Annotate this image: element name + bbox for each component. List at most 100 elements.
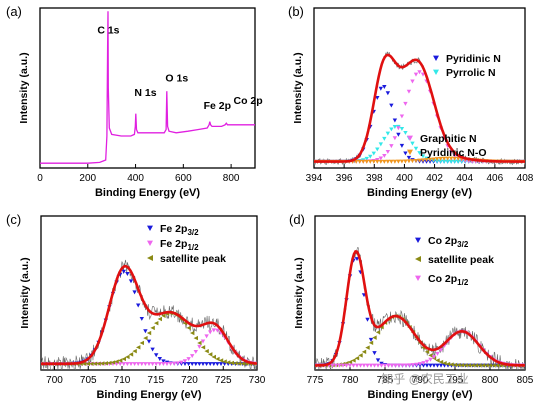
peak-marker	[484, 363, 489, 368]
peak-marker	[448, 156, 454, 161]
peak-marker	[375, 330, 381, 335]
peak-marker	[372, 351, 377, 356]
peak-marker	[375, 363, 381, 368]
peak-marker	[204, 348, 209, 354]
x-tick-label: 775	[307, 375, 324, 386]
peak-marker	[392, 125, 398, 129]
peak-marker	[361, 363, 367, 368]
peak-marker	[389, 144, 394, 149]
x-tick-label: 396	[336, 173, 353, 184]
peak-marker	[211, 354, 216, 360]
peak-marker	[385, 159, 391, 164]
peak-marker	[193, 349, 198, 354]
peak-marker	[435, 358, 440, 363]
peak-marker	[371, 151, 376, 156]
x-tick-label: 400	[396, 173, 413, 184]
peak-marker	[118, 358, 123, 363]
peak-marker	[480, 363, 486, 368]
peak-marker	[157, 357, 162, 361]
peak-marker	[215, 356, 220, 362]
peak-marker	[132, 348, 137, 354]
panel-label: (b)	[288, 4, 304, 19]
peak-annotation: N 1s	[134, 87, 156, 99]
x-tick-label: 780	[342, 375, 359, 386]
peak-marker	[389, 363, 395, 368]
peak-marker	[351, 358, 356, 363]
x-tick-label: 398	[366, 173, 383, 184]
peak-marker	[114, 359, 119, 364]
peak-marker	[132, 362, 137, 367]
legend-marker	[407, 149, 413, 155]
peak-marker	[354, 363, 360, 368]
peak-marker	[378, 142, 384, 147]
peak-marker	[448, 159, 454, 164]
peak-marker	[146, 362, 152, 367]
legend-marker	[415, 237, 421, 243]
peak-marker	[200, 362, 206, 367]
peak-marker	[420, 154, 426, 159]
peak-marker	[403, 159, 408, 164]
peak-marker	[385, 91, 391, 96]
peak-marker	[139, 316, 144, 321]
peak-marker	[340, 363, 346, 368]
peak-marker	[186, 325, 191, 331]
peak-marker	[179, 360, 184, 365]
peak-marker	[358, 363, 363, 368]
peak-marker	[351, 363, 356, 368]
peak-marker	[438, 363, 444, 368]
legend-marker	[147, 255, 153, 261]
panel-label: (c)	[6, 212, 21, 227]
peak-marker	[455, 159, 461, 164]
peak-marker	[333, 363, 339, 368]
legend-marker	[147, 225, 153, 231]
peak-marker	[389, 159, 394, 164]
legend-label: Fe 2p1/2	[160, 238, 199, 252]
peak-marker	[100, 361, 105, 366]
peak-marker	[438, 348, 444, 353]
legend-marker	[415, 275, 421, 281]
legend-marker	[433, 55, 439, 61]
peak-marker	[164, 362, 170, 366]
peak-marker	[407, 363, 412, 368]
plot-frame	[313, 7, 526, 169]
peak-marker	[452, 362, 458, 368]
peak-marker	[428, 353, 433, 358]
x-tick-label: 0	[37, 173, 43, 184]
x-tick-label: 402	[426, 173, 443, 184]
peak-marker	[337, 363, 342, 368]
peak-marker	[424, 359, 430, 364]
x-tick-label: 406	[487, 173, 504, 184]
peak-marker	[146, 330, 152, 336]
legend-label: satellite peak	[160, 253, 226, 265]
peak-marker	[354, 159, 359, 164]
panel-label: (a)	[6, 4, 22, 19]
peak-marker	[399, 126, 405, 131]
peak-annotation: Co 2p	[234, 95, 263, 107]
x-tick-label: 710	[114, 375, 131, 386]
fit-envelope-line	[41, 264, 257, 366]
peak-marker	[435, 351, 440, 356]
peak-marker	[417, 158, 422, 163]
x-axis-label: Binding Energy (eV)	[367, 187, 472, 199]
panel-a: (a) 0 200 400 600 800 Binding Energy (eV) Inten…	[6, 4, 263, 199]
peak-marker	[413, 72, 419, 77]
peak-marker	[240, 361, 245, 366]
peak-marker	[417, 70, 422, 75]
peak-marker	[190, 354, 195, 359]
peak-marker	[361, 159, 366, 164]
peak-marker	[445, 156, 450, 161]
peak-marker	[399, 159, 405, 164]
peak-marker	[427, 157, 433, 162]
peak-marker	[358, 353, 363, 358]
peak-marker	[190, 330, 195, 336]
peak-marker	[186, 357, 191, 362]
peak-marker	[431, 363, 437, 368]
peak-series-0	[41, 269, 257, 367]
peak-marker	[396, 159, 401, 164]
peak-marker	[435, 363, 440, 368]
peak-marker	[396, 126, 401, 131]
peak-marker	[428, 363, 433, 368]
legend-marker	[433, 69, 439, 75]
x-tick-label: 700	[46, 375, 63, 386]
y-axis-label: Intensity (a.u.)	[293, 257, 305, 328]
